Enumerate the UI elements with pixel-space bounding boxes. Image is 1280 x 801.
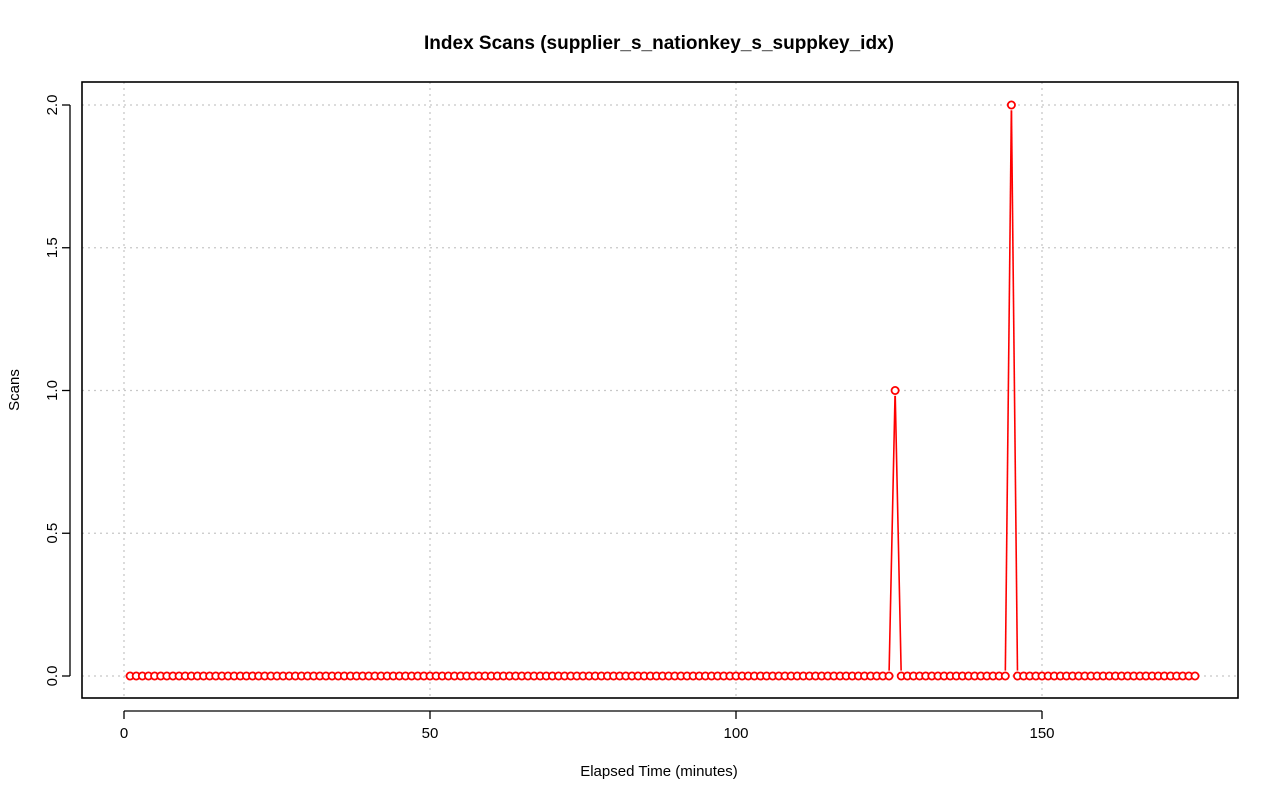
y-tick-label: 2.0 (44, 95, 61, 116)
x-axis-label: Elapsed Time (minutes) (580, 763, 738, 780)
data-point (1190, 671, 1200, 681)
x-tick-label: 150 (1029, 725, 1054, 742)
data-point (1000, 671, 1010, 681)
x-tick-label: 0 (120, 725, 128, 742)
y-tick-label: 0.5 (44, 523, 61, 544)
series-segment (1010, 110, 1019, 671)
y-tick-label: 1.0 (44, 380, 61, 401)
chart-title: Index Scans (supplier_s_nationkey_s_supp… (424, 33, 894, 54)
y-axis: 0.0 0.5 1.0 1.5 2.0 (44, 95, 71, 687)
y-tick-label: 1.5 (44, 237, 61, 258)
x-tick-label: 50 (422, 725, 439, 742)
series-segment (1004, 110, 1013, 671)
data-point (890, 385, 900, 395)
data-series (125, 100, 1200, 681)
plot-frame (81, 81, 1239, 699)
series-segment (888, 395, 896, 671)
series-segment (894, 395, 902, 671)
data-point (1006, 100, 1016, 110)
grid-lines (82, 82, 1238, 698)
y-tick-label: 0.0 (44, 666, 61, 687)
x-tick-label: 100 (723, 725, 748, 742)
y-axis-label: Scans (6, 369, 23, 411)
x-axis: 0 50 100 150 (120, 710, 1055, 742)
data-point (884, 671, 894, 681)
